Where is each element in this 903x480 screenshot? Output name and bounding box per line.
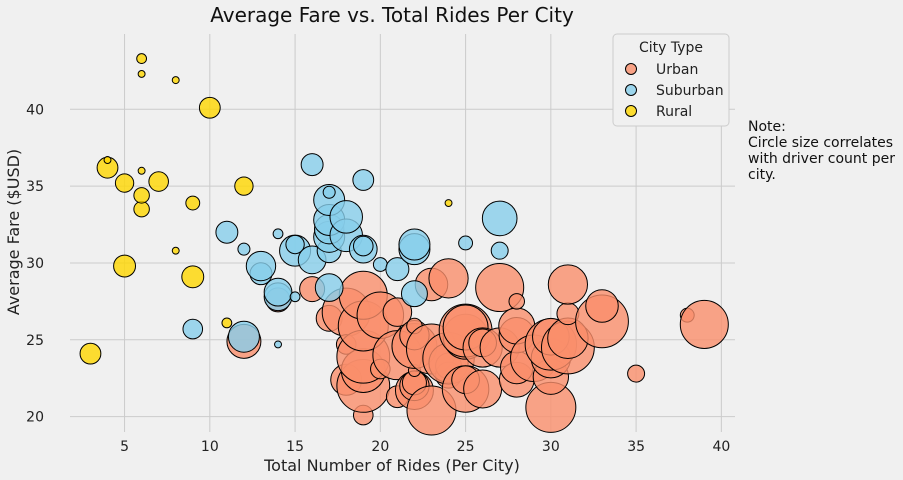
urban-city-point [508,293,525,310]
urban-city-point [382,297,413,327]
legend-label-urban: Urban [656,62,698,78]
suburban-city-point [237,242,251,256]
legend-title: City Type [639,40,703,56]
x-tick-label: 25 [457,439,475,455]
x-tick-label: 40 [712,439,730,455]
x-tick-label: 35 [627,439,645,455]
rural-city-point [114,173,135,193]
x-axis-label: Total Number of Rides (Per City) [263,456,520,475]
note-line: Note: [748,119,786,135]
rural-city-point [103,156,112,164]
legend-marker-urban [625,63,637,75]
suburban-city-point [285,234,305,255]
urban-city-point [679,299,729,349]
legend-label-rural: Rural [656,104,692,120]
rural-city-point [221,317,233,329]
rural-city-point [137,166,146,175]
suburban-city-point [385,257,410,282]
chart-title: Average Fare vs. Total Rides Per City [210,3,574,27]
rural-city-point [234,176,254,196]
y-tick-label: 20 [26,410,44,426]
suburban-city-point [481,200,518,237]
rural-city-point [133,200,150,218]
suburban-city-point [398,228,431,261]
urban-city-point [627,364,646,383]
rural-city-point [79,342,102,365]
suburban-city-point [352,169,375,191]
suburban-city-point [182,318,204,340]
rural-city-point [181,265,205,289]
data-points [79,53,729,436]
suburban-city-point [289,291,301,303]
y-tick-label: 25 [26,333,44,349]
urban-city-point [585,289,619,323]
rural-city-point [198,96,221,119]
y-tick-label: 35 [26,179,44,195]
y-axis-label: Average Fare ($USD) [4,149,23,315]
suburban-city-point [227,320,260,353]
urban-city-point [547,264,589,305]
suburban-city-point [272,228,284,240]
rural-city-point [136,53,148,64]
suburban-city-point [372,257,388,272]
x-tick-label: 20 [371,439,389,455]
x-tick-label: 15 [286,439,304,455]
rural-city-point [171,76,180,85]
series-urban [226,258,729,436]
note-line: city. [748,167,776,183]
suburban-city-point [458,235,474,251]
suburban-city-point [300,153,324,177]
x-tick-label: 10 [201,439,219,455]
rural-city-point [133,187,150,204]
suburban-city-point [245,250,277,282]
legend-marker-rural [625,105,637,117]
suburban-city-point [490,241,509,260]
x-tick-label: 5 [120,439,129,455]
suburban-city-point [322,185,336,199]
note-line: with driver count per [748,151,895,167]
rural-city-point [444,199,453,208]
y-axis: 20 25 30 35 40 [26,102,44,425]
suburban-city-point [274,340,282,349]
legend-marker-suburban [625,84,637,96]
note-line: Circle size correlates [748,135,894,151]
rural-city-point [185,195,201,211]
y-tick-label: 40 [26,102,44,118]
y-tick-label: 30 [26,256,44,272]
rural-city-point [171,246,180,255]
suburban-city-point [314,273,344,302]
suburban-city-point [352,235,374,257]
legend-entries: Urban Suburban Rural [625,62,724,120]
rural-city-point [148,171,169,192]
legend: City Type Urban Suburban Rural [612,33,730,127]
rural-city-point [113,254,137,278]
legend-label-suburban: Suburban [656,83,724,99]
x-axis: 5 10 15 20 25 30 35 40 [120,439,730,455]
legend-box [612,33,730,127]
series-suburban [182,153,518,353]
suburban-city-point [329,200,363,234]
suburban-city-point [400,280,428,308]
urban-city-point [428,258,469,299]
series-rural [79,53,453,365]
chart-note: Note: Circle size correlates with driver… [748,119,903,183]
x-tick-label: 30 [542,439,560,455]
urban-city-point [463,369,503,409]
rural-city-point [137,69,146,78]
suburban-city-point [215,220,239,244]
suburban-city-point [263,277,293,307]
